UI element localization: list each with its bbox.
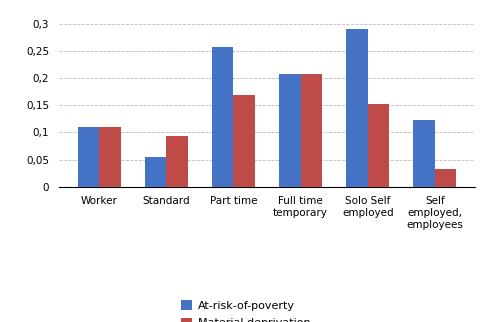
Bar [414,120,435,187]
Bar [435,169,456,187]
Bar [301,74,322,187]
Bar [346,29,368,187]
Bar [166,136,188,187]
Bar [78,127,99,187]
Bar [279,74,301,187]
Bar [233,96,255,187]
Bar [368,104,389,187]
Bar [145,157,166,187]
Bar [212,47,233,187]
Bar [99,127,121,187]
Legend: At-risk-of-poverty, Material deprivation: At-risk-of-poverty, Material deprivation [181,300,310,322]
